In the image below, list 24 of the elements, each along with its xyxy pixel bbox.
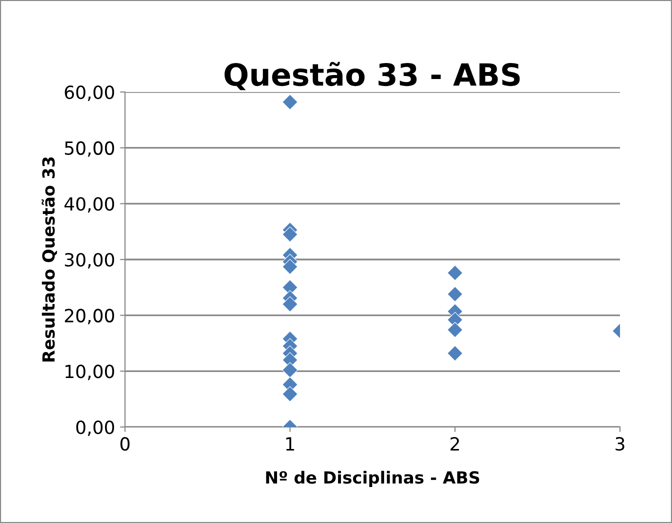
point xyxy=(282,386,298,402)
x-axis-title: Nº de Disciplinas - ABS xyxy=(266,470,480,487)
y-tick-label: 60,00 xyxy=(64,85,114,101)
y-axis-title: Resultado Questão 33 xyxy=(42,157,57,362)
point xyxy=(447,265,463,281)
point xyxy=(282,226,298,242)
y-tick-label: 0,00 xyxy=(76,420,114,436)
point xyxy=(447,345,463,362)
y-tick-label: 20,00 xyxy=(64,308,114,324)
point xyxy=(282,258,298,275)
y-tick-label: 50,00 xyxy=(64,141,114,157)
point xyxy=(282,296,298,312)
x-tick-label: 3 xyxy=(616,437,624,451)
y-tick-label: 40,00 xyxy=(64,197,114,213)
point xyxy=(447,322,463,338)
point xyxy=(447,286,463,302)
point xyxy=(282,94,298,110)
chart-title: Questão 33 - ABS xyxy=(224,62,520,90)
y-tick-label: 10,00 xyxy=(66,364,114,380)
x-tick-label: 2 xyxy=(450,437,459,450)
y-tick-label: 30,00 xyxy=(64,252,114,268)
x-tick-label: 1 xyxy=(286,437,294,450)
x-tick-label: 0 xyxy=(120,437,130,451)
point xyxy=(282,362,298,378)
